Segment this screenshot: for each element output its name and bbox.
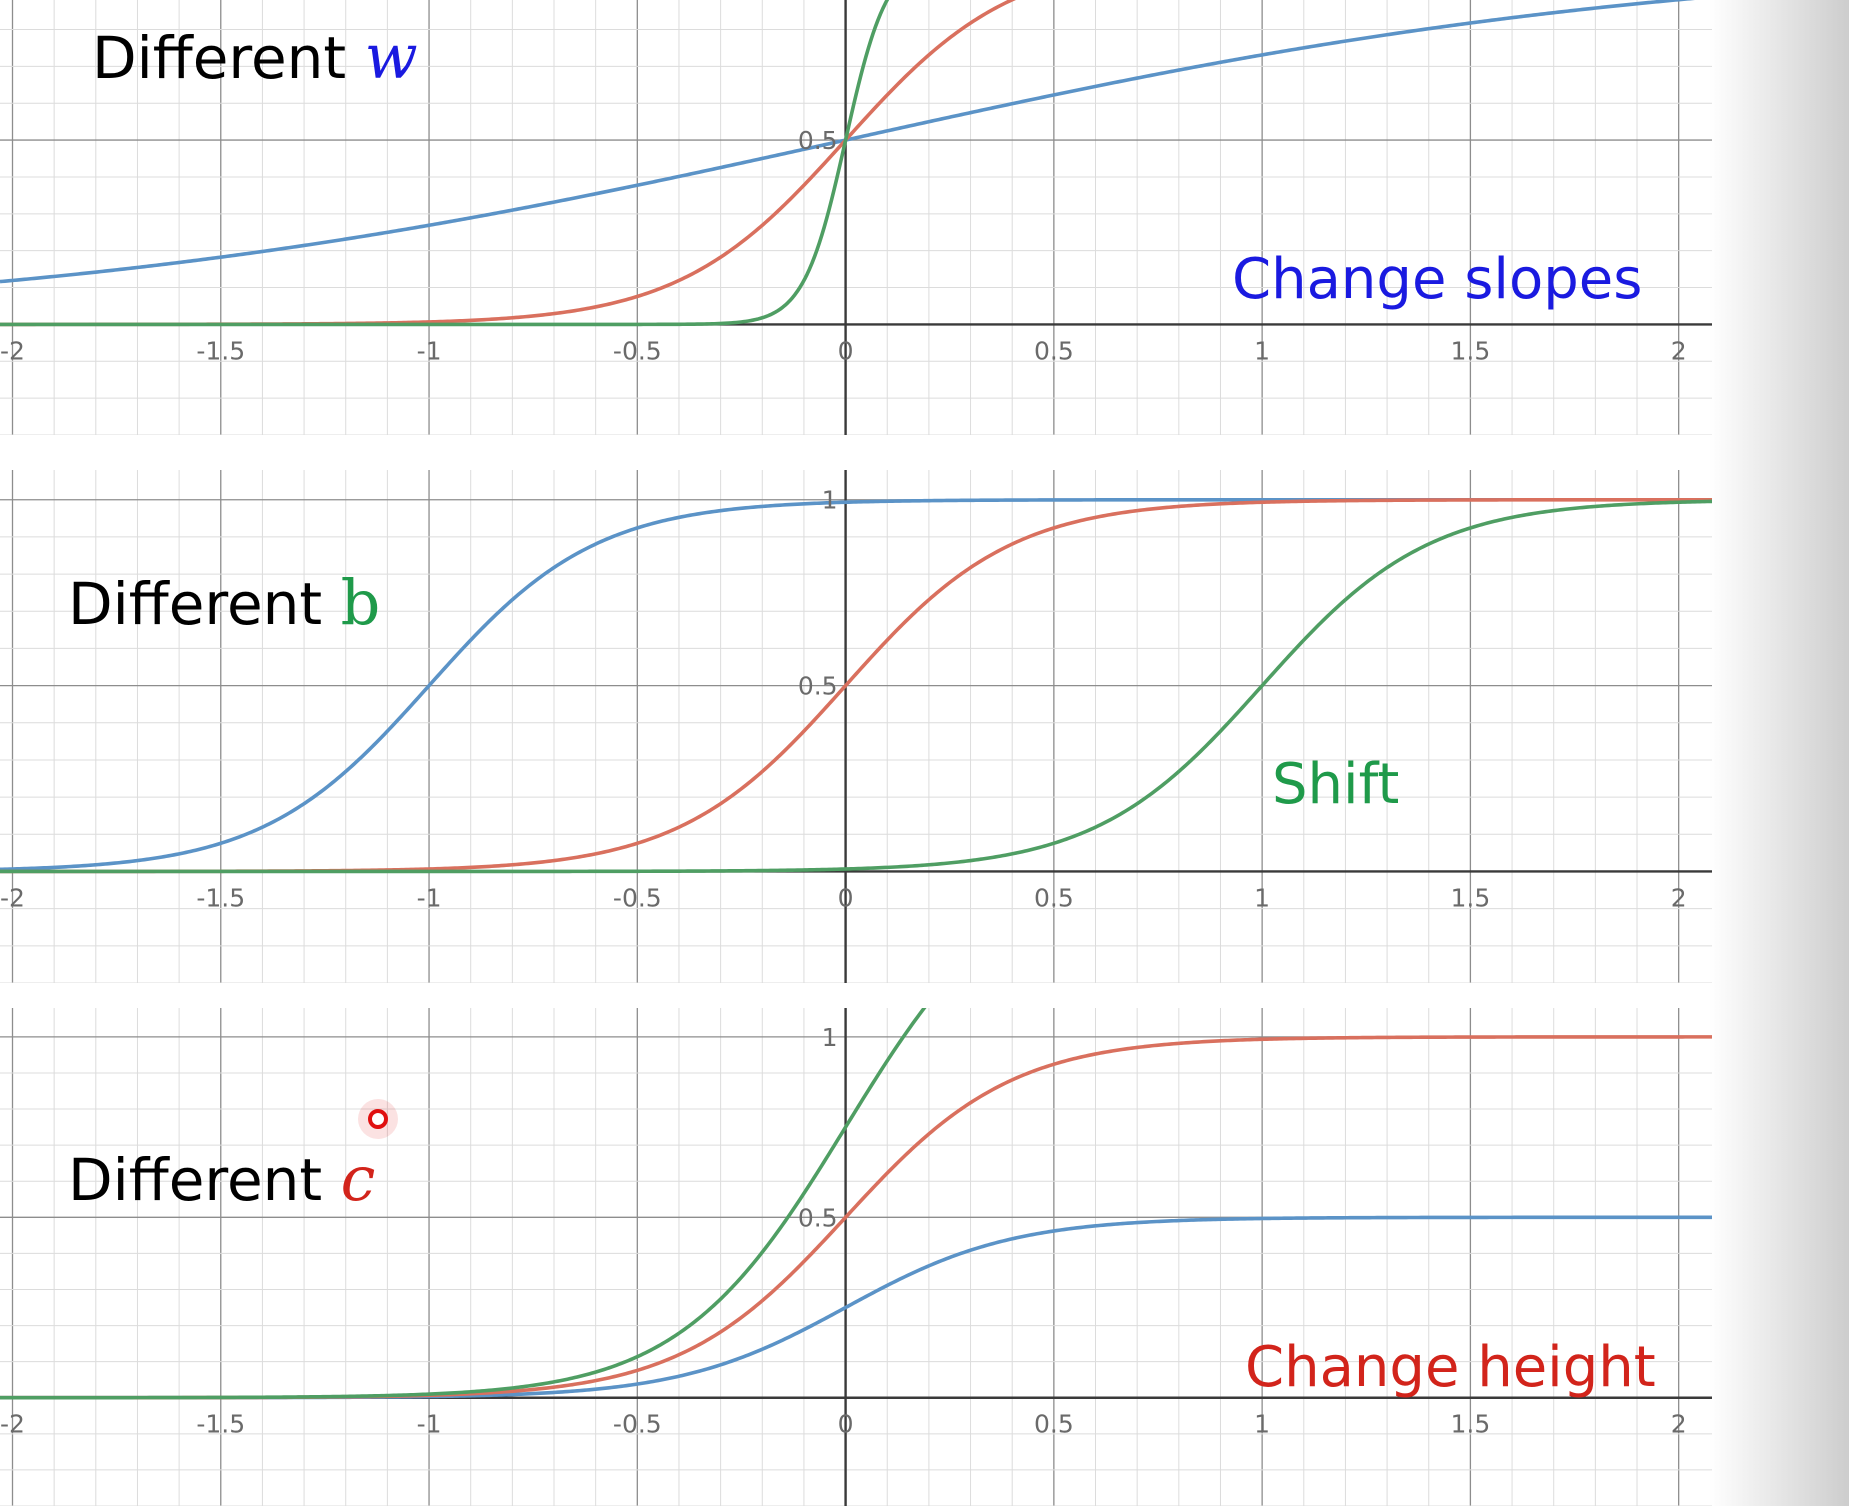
x-tick-label: 0: [838, 883, 854, 912]
title-variable-b: b: [341, 566, 381, 639]
plot-area: -2 -1.5 -1 -0.5 0 0.5 1 1.5 2 1 0.5: [0, 470, 1712, 983]
y-tick-label: 0.5: [798, 1203, 838, 1232]
y-tick-label: 0.5: [798, 672, 838, 701]
x-tick-label: -1.5: [196, 1410, 245, 1439]
x-tick-label: 0.5: [1034, 1410, 1074, 1439]
x-tick-label: 2: [1671, 1410, 1687, 1439]
curve-series-3: [0, 1008, 927, 1400]
curve-series-1: [0, 0, 1696, 284]
x-tick-label: -2: [0, 883, 25, 912]
curve-series-3: [0, 499, 1712, 874]
curve-series-3: [0, 0, 890, 327]
x-tick-label: 2: [1671, 883, 1687, 912]
x-tick-label: -2: [0, 1410, 25, 1439]
x-tick-label: -0.5: [613, 883, 662, 912]
x-tick-label: 1.5: [1451, 1410, 1491, 1439]
annotation-change-slopes: Change slopes: [1232, 247, 1642, 312]
x-tick-label: 0: [838, 1410, 854, 1439]
panel-title: Different b: [68, 566, 380, 639]
panel-title: Different c: [68, 1142, 375, 1215]
x-tick-label: -1.5: [196, 883, 245, 912]
plot-area: -2 -1.5 -1 -0.5 0 0.5 1 1.5 2 0.5: [0, 0, 1712, 435]
x-tick-label: -1.5: [196, 336, 245, 365]
x-tick-label: 2: [1671, 336, 1687, 365]
y-tick-label: 1: [822, 486, 838, 515]
title-variable-w: w: [365, 20, 418, 93]
x-tick-label: 0: [838, 336, 854, 365]
panel-different-c: -2 -1.5 -1 -0.5 0 0.5 1 1.5 2 1 0.5 Different c Ch…: [0, 1008, 1712, 1506]
x-tick-label: 1: [1254, 883, 1270, 912]
y-tick-label: 0.5: [798, 126, 838, 155]
title-variable-c: c: [341, 1142, 376, 1215]
y-tick-label: 1: [822, 1023, 838, 1052]
x-tick-label: -1: [417, 883, 442, 912]
x-tick-label: 0.5: [1034, 336, 1074, 365]
x-tick-label: 1: [1254, 336, 1270, 365]
panel-different-b: -2 -1.5 -1 -0.5 0 0.5 1 1.5 2 1 0.5 Different b Sh…: [0, 470, 1712, 983]
right-edge-shadow: [1709, 0, 1849, 1506]
cursor-icon: [368, 1109, 388, 1129]
panel-title: Different w: [92, 20, 418, 93]
curve-series-1: [0, 497, 1712, 872]
panel-different-w: -2 -1.5 -1 -0.5 0 0.5 1 1.5 2 0.5 Different w Cha…: [0, 0, 1712, 435]
x-tick-label: -1: [417, 336, 442, 365]
x-tick-label: 0.5: [1034, 883, 1074, 912]
x-tick-label: -2: [0, 336, 25, 365]
x-tick-label: 1.5: [1451, 336, 1491, 365]
x-tick-label: 1.5: [1451, 883, 1491, 912]
annotation-shift: Shift: [1272, 752, 1399, 817]
x-tick-label: -1: [417, 1410, 442, 1439]
annotation-change-height: Change height: [1245, 1335, 1656, 1400]
plot-area: -2 -1.5 -1 -0.5 0 0.5 1 1.5 2 1 0.5: [0, 1008, 1712, 1506]
x-tick-label: 1: [1254, 1410, 1270, 1439]
x-tick-label: -0.5: [613, 1410, 662, 1439]
x-tick-label: -0.5: [613, 336, 662, 365]
